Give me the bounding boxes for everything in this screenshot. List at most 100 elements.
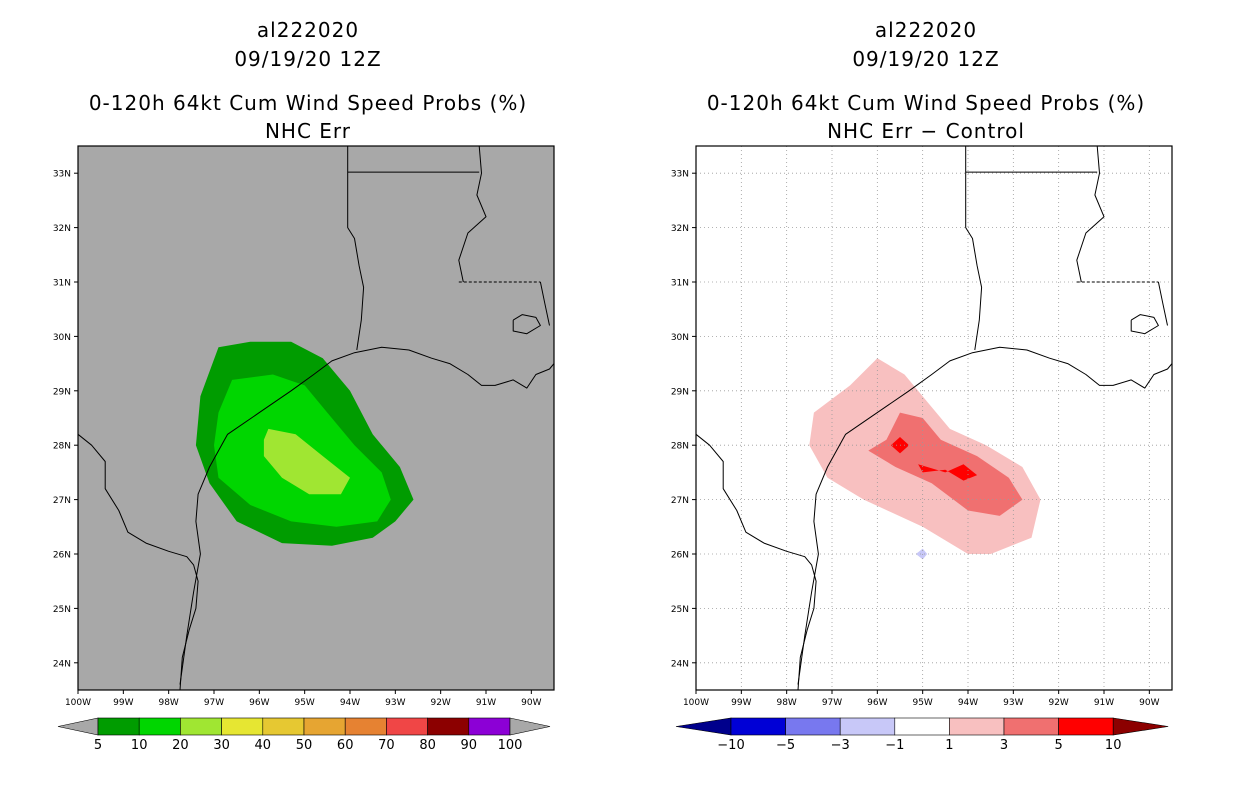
colorbar-label: 40	[255, 738, 272, 753]
x-tick-label: 98W	[158, 698, 178, 708]
colorbar-swatch	[138, 717, 181, 736]
right-grid	[696, 146, 1172, 690]
y-tick-label: 29N	[53, 387, 71, 397]
colorbar-label: 10	[1105, 738, 1122, 753]
colorbar-label: −10	[717, 738, 744, 753]
colorbar-low-end	[675, 717, 732, 736]
colorbar-label: −5	[776, 738, 795, 753]
colorbar-swatch	[221, 717, 264, 736]
right-x-axis: 100W 99W 98W 97W 96W 95W 94W 93W 92W 91W 90W	[683, 690, 1160, 708]
x-tick-label: 99W	[731, 698, 751, 708]
x-tick-label: 94W	[958, 698, 978, 708]
y-tick-label: 29N	[671, 387, 689, 397]
x-tick-label: 97W	[822, 698, 842, 708]
y-tick-label: 32N	[671, 224, 689, 234]
lake-pontchartrain	[1130, 314, 1159, 335]
left-coastline	[78, 146, 554, 690]
colorbar-label: 60	[337, 738, 354, 753]
right-storm-id: al222020	[875, 18, 977, 42]
left-y-axis: 24N 25N 26N 27N 28N 29N 30N 31N 32N 33N	[53, 170, 78, 669]
colorbar-label: 30	[213, 738, 230, 753]
right-colorbar: −10 −5 −3 −1 1 3 5 10	[675, 717, 1169, 753]
coastline-mexico	[78, 433, 199, 690]
y-tick-label: 25N	[53, 605, 71, 615]
left-x-axis: 100W 99W 98W 97W 96W 95W 94W 93W 92W 91W 90W	[65, 690, 542, 708]
y-tick-label: 27N	[53, 496, 71, 506]
colorbar-swatch	[303, 717, 346, 736]
x-tick-label: 99W	[113, 698, 133, 708]
colorbar-swatch	[386, 717, 428, 736]
border-tx-la	[347, 146, 365, 351]
contour-3	[918, 464, 978, 481]
x-tick-label: 93W	[1003, 698, 1023, 708]
x-tick-label: 98W	[776, 698, 796, 708]
y-tick-label: 31N	[671, 279, 689, 289]
colorbar-label: 50	[296, 738, 313, 753]
right-coastline	[696, 146, 1172, 690]
border-tx-la	[965, 146, 983, 351]
colorbar-swatch	[427, 717, 470, 736]
y-tick-label: 33N	[53, 170, 71, 180]
x-tick-label: 96W	[867, 698, 887, 708]
y-tick-label: 24N	[53, 659, 71, 669]
pearl-river	[1157, 281, 1168, 326]
right-map-frame	[695, 145, 1173, 691]
colorbar-swatch	[180, 717, 222, 736]
colorbar-label: −1	[885, 738, 904, 753]
colorbar-swatch	[785, 717, 841, 736]
y-tick-label: 33N	[671, 170, 689, 180]
left-storm-id: al222020	[257, 18, 359, 42]
y-tick-label: 26N	[671, 551, 689, 561]
colorbar-label: −3	[831, 738, 850, 753]
y-tick-label: 32N	[53, 224, 71, 234]
left-chart-subtitle: NHC Err	[265, 119, 351, 143]
x-tick-label: 90W	[521, 698, 541, 708]
pearl-river	[539, 281, 550, 326]
colorbar-label: 80	[419, 738, 436, 753]
colorbar-swatch	[344, 717, 387, 736]
contour-4	[915, 548, 928, 560]
colorbar-label: 20	[172, 738, 189, 753]
x-tick-label: 93W	[385, 698, 405, 708]
x-tick-label: 97W	[204, 698, 224, 708]
lake-pontchartrain	[512, 314, 541, 335]
x-tick-label: 91W	[1094, 698, 1114, 708]
colorbar-label: 90	[461, 738, 478, 753]
colorbar-label: 5	[1054, 738, 1062, 753]
y-tick-label: 28N	[53, 442, 71, 452]
right-chart-subtitle: NHC Err − Control	[827, 119, 1025, 143]
x-tick-label: 100W	[683, 698, 709, 708]
x-tick-label: 90W	[1139, 698, 1159, 708]
y-tick-label: 24N	[671, 659, 689, 669]
colorbar-label: 100	[498, 738, 523, 753]
y-tick-label: 27N	[671, 496, 689, 506]
x-tick-label: 92W	[1048, 698, 1068, 708]
left-chart-title: 0-120h 64kt Cum Wind Speed Probs (%)	[89, 91, 527, 115]
colorbar-label: 1	[945, 738, 953, 753]
coastline-mexico	[696, 433, 817, 690]
y-tick-label: 30N	[671, 333, 689, 343]
colorbar-label: 70	[378, 738, 395, 753]
colorbar-high-end	[1112, 717, 1169, 736]
x-tick-label: 91W	[476, 698, 496, 708]
colorbar-high-end	[509, 717, 551, 736]
x-tick-label: 92W	[430, 698, 450, 708]
x-tick-label: 96W	[249, 698, 269, 708]
right-datetime: 09/19/20 12Z	[852, 47, 999, 71]
colorbar-swatch	[894, 717, 950, 736]
colorbar-swatch	[949, 717, 1005, 736]
left-map-frame	[77, 145, 555, 691]
y-tick-label: 30N	[53, 333, 71, 343]
contour-1	[868, 412, 1023, 516]
colorbar-label: 10	[131, 738, 148, 753]
colorbar-swatch	[262, 717, 305, 736]
colorbar-low-end	[57, 717, 99, 736]
x-tick-label: 95W	[294, 698, 314, 708]
contour-2	[263, 428, 350, 495]
colorbar-swatch	[1058, 717, 1114, 736]
x-tick-label: 100W	[65, 698, 91, 708]
colorbar-swatch	[1003, 717, 1059, 736]
right-y-axis: 24N 25N 26N 27N 28N 29N 30N 31N 32N 33N	[671, 170, 696, 669]
left-probability-contours	[195, 341, 414, 546]
